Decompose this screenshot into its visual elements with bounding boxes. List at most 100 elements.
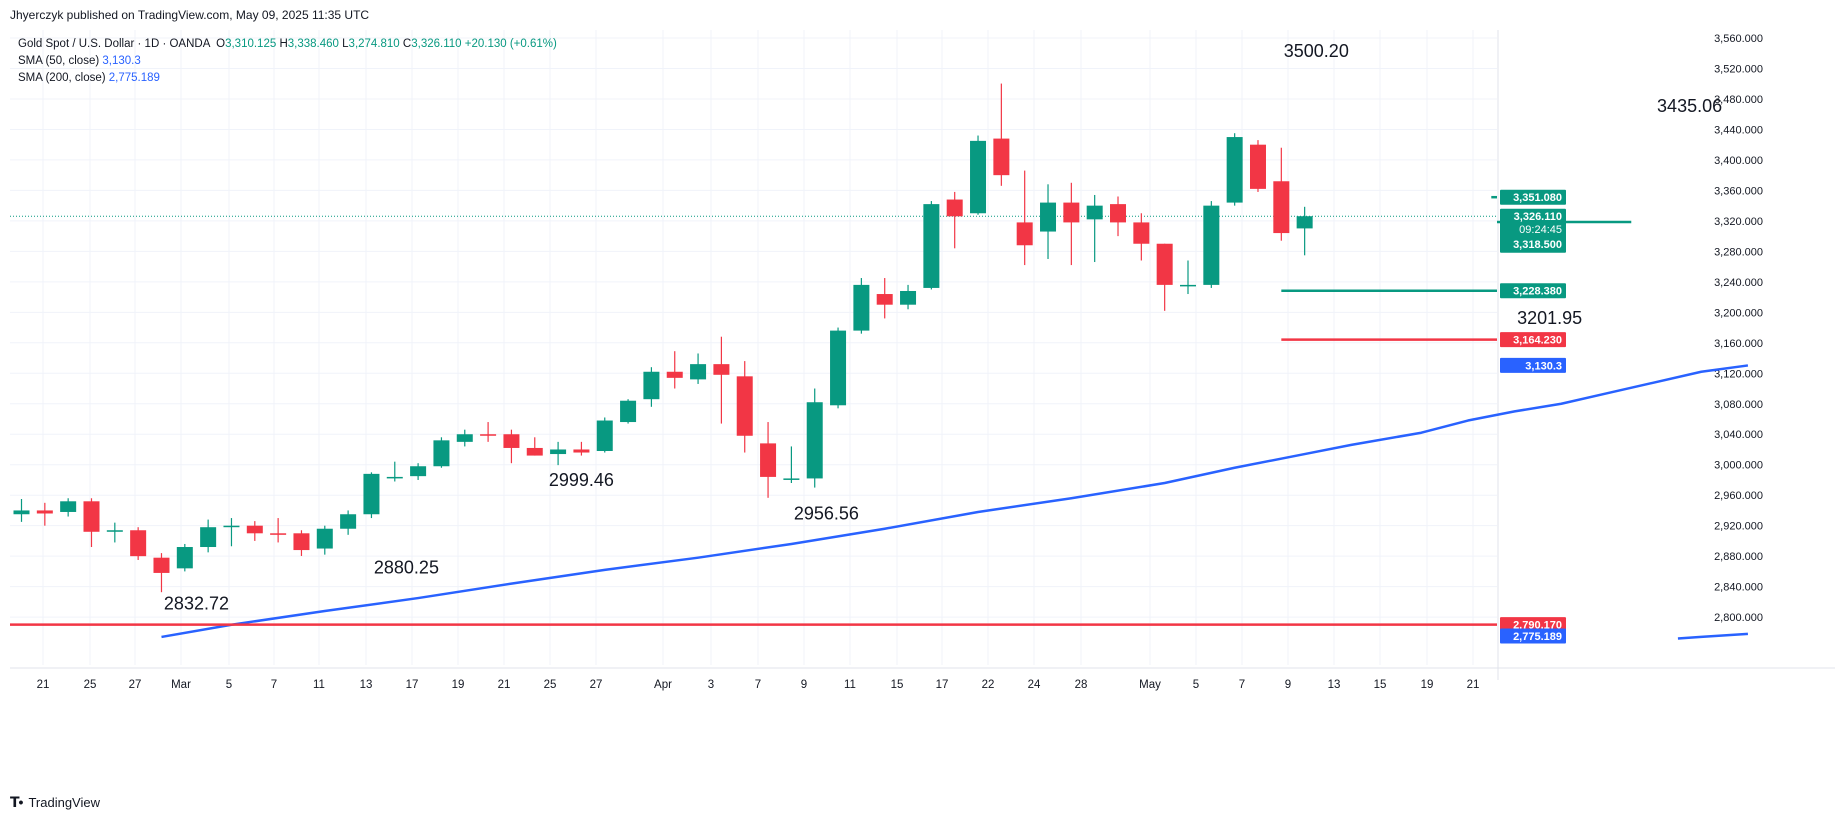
x-tick-label: 13	[360, 679, 373, 691]
candle	[596, 417, 613, 453]
grid	[10, 30, 1497, 665]
x-tick-label: 7	[1239, 679, 1245, 691]
badge-sma50-text: 3,130.3	[1525, 360, 1562, 372]
candle	[876, 278, 893, 319]
candle	[993, 83, 1010, 186]
candle	[946, 191, 963, 249]
candles	[13, 83, 1313, 593]
badge-sma200-bg	[1500, 628, 1566, 644]
annotation-label: 2832.72	[164, 594, 229, 614]
candle-body	[526, 447, 543, 456]
candle-body	[1086, 205, 1103, 220]
x-tick-label: 27	[590, 679, 603, 691]
badge-current-bg	[1500, 208, 1566, 253]
candle	[200, 519, 217, 553]
sma50-line	[161, 364, 1749, 639]
candle-body	[923, 204, 940, 288]
candle	[1296, 206, 1313, 256]
x-tick-label: 28	[1075, 679, 1088, 691]
y-tick-label: 3,520.000	[1714, 63, 1763, 75]
candle-body	[550, 449, 567, 455]
y-tick-label: 2,840.000	[1714, 582, 1763, 594]
candle	[853, 278, 870, 334]
candle-body	[806, 402, 823, 479]
candle	[713, 336, 730, 424]
candle-body	[270, 533, 287, 535]
candle-body	[1110, 204, 1127, 223]
candle	[1249, 140, 1266, 192]
annotation-label: 3435.06	[1657, 96, 1722, 116]
candle-body	[1203, 205, 1220, 285]
candle	[1226, 133, 1243, 206]
y-tick-label: 3,120.000	[1714, 368, 1763, 380]
candle	[1273, 147, 1290, 241]
candle	[900, 284, 917, 310]
candle-body	[480, 434, 497, 436]
ohlc-open: 3,310.125	[225, 38, 277, 50]
candle-body	[1063, 202, 1080, 223]
candle-body	[900, 290, 917, 305]
candle	[806, 388, 823, 488]
x-tick-label: 11	[844, 679, 856, 691]
ohlc-low-label: L	[342, 38, 349, 50]
x-tick-label: 3	[708, 679, 714, 691]
candle	[1040, 184, 1057, 259]
candle-body	[1133, 222, 1150, 244]
annotation-label: 3500.20	[1284, 41, 1349, 61]
candle	[970, 135, 987, 215]
candle	[923, 201, 940, 290]
candle-body	[13, 510, 30, 515]
candle	[1180, 260, 1196, 295]
candle	[223, 518, 240, 547]
candle	[620, 399, 637, 424]
candle	[760, 422, 777, 498]
sma50-label: SMA (50, close)	[18, 55, 100, 67]
badge-resistance: 3,351.080	[1500, 189, 1566, 205]
candle-body	[36, 510, 53, 514]
badge-sma200: 2,775.189	[1500, 628, 1566, 644]
candle	[550, 441, 567, 466]
x-tick-label: 5	[1193, 679, 1199, 691]
x-tick-label: 21	[498, 679, 511, 691]
annotation-label: 2999.46	[549, 470, 614, 490]
annotations: 3500.20 3435.06 3201.95 2999.46 2956.56 2880.…	[164, 41, 1722, 613]
candle-body	[200, 527, 217, 548]
tradingview-logo-icon: 𝗧•	[10, 794, 23, 810]
sma200-label: SMA (200, close)	[18, 72, 106, 84]
badge-countdown-text: 09:24:45	[1519, 224, 1562, 236]
candle-body	[410, 466, 427, 477]
x-tick-label: 9	[801, 679, 807, 691]
candle	[270, 518, 287, 543]
ohlc-close: 3,326.110	[411, 38, 462, 50]
sma200-legend-row[interactable]: SMA (200, close) 2,775.189	[18, 70, 557, 87]
y-axis: 3,560.000 3,520.000 3,480.000 3,440.000 3,40…	[1714, 33, 1763, 624]
x-axis: 21 25 27 Mar 5 7 11 13 17 19 21 25 27 Apr 3 7 9 11 15 17 22 2…	[37, 679, 1480, 691]
x-tick-label: Mar	[171, 679, 191, 691]
badge-support-bg	[1500, 283, 1566, 299]
candle	[83, 498, 100, 548]
x-tick-label: 21	[1467, 679, 1480, 691]
candle-body	[386, 476, 403, 479]
symbol-row[interactable]: Gold Spot / U.S. Dollar · 1D · OANDA O3,…	[18, 36, 557, 53]
candle-body	[946, 199, 963, 217]
candle	[573, 441, 590, 456]
y-tick-label: 3,160.000	[1714, 338, 1763, 350]
tradingview-brand[interactable]: 𝗧• TradingView	[10, 794, 100, 811]
y-tick-label: 3,000.000	[1714, 460, 1763, 472]
candle	[363, 472, 380, 519]
y-tick-label: 3,440.000	[1714, 124, 1763, 136]
sma50-legend-row[interactable]: SMA (50, close) 3,130.3	[18, 53, 557, 70]
candle-body	[573, 449, 590, 453]
badge-current-text: 3,326.110	[1514, 211, 1562, 223]
candle-body	[1226, 137, 1243, 203]
candle-body	[456, 434, 473, 442]
x-tick-label: 7	[755, 679, 761, 691]
x-tick-label: 22	[982, 679, 995, 691]
x-tick-label: 9	[1285, 679, 1291, 691]
candle	[1063, 182, 1080, 266]
badge-support: 3,228.380	[1500, 283, 1566, 299]
x-tick-label: 24	[1028, 679, 1041, 691]
candle-body	[106, 530, 123, 532]
